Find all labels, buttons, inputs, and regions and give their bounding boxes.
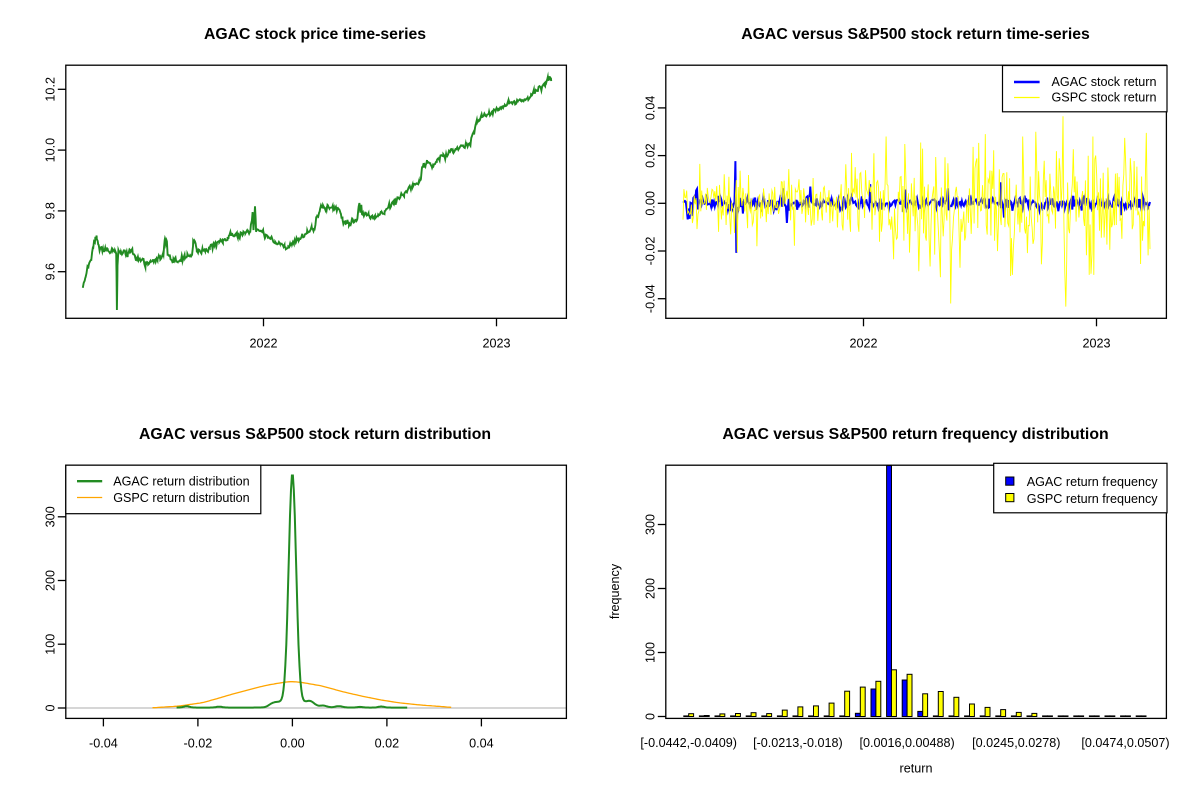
svg-text:[0.0016,0.00488): [0.0016,0.00488) — [859, 736, 954, 750]
svg-text:200: 200 — [643, 578, 657, 599]
svg-text:300: 300 — [43, 506, 57, 527]
svg-text:-0.02: -0.02 — [643, 237, 657, 266]
svg-text:0: 0 — [43, 704, 57, 711]
svg-text:AGAC stock price time-series: AGAC stock price time-series — [204, 26, 426, 43]
svg-text:frequency: frequency — [608, 563, 622, 619]
svg-text:[-0.0442,-0.0409): [-0.0442,-0.0409) — [640, 736, 737, 750]
svg-text:0: 0 — [643, 713, 657, 720]
svg-text:0.02: 0.02 — [375, 736, 400, 750]
svg-text:2023: 2023 — [482, 336, 510, 350]
svg-text:0.04: 0.04 — [469, 736, 494, 750]
svg-text:AGAC return distribution: AGAC return distribution — [113, 475, 250, 489]
svg-text:9.6: 9.6 — [43, 263, 57, 281]
svg-text:AGAC return frequency: AGAC return frequency — [1027, 475, 1159, 489]
svg-text:2023: 2023 — [1082, 336, 1110, 350]
svg-text:10.0: 10.0 — [43, 138, 57, 163]
svg-text:0.00: 0.00 — [643, 191, 657, 216]
svg-text:AGAC versus S&P500 stock retur: AGAC versus S&P500 stock return time-ser… — [741, 26, 1090, 43]
svg-text:GSPC return distribution: GSPC return distribution — [113, 491, 250, 505]
svg-text:300: 300 — [643, 514, 657, 535]
svg-text:100: 100 — [43, 634, 57, 655]
svg-text:[0.0245,0.0278): [0.0245,0.0278) — [972, 736, 1060, 750]
svg-text:GSPC stock return: GSPC stock return — [1052, 91, 1157, 105]
svg-text:GSPC return frequency: GSPC return frequency — [1027, 492, 1159, 506]
svg-text:2022: 2022 — [249, 336, 277, 350]
svg-text:200: 200 — [43, 570, 57, 591]
svg-text:-0.04: -0.04 — [643, 284, 657, 313]
svg-text:0.00: 0.00 — [280, 736, 305, 750]
svg-text:0.04: 0.04 — [643, 96, 657, 121]
svg-text:10.2: 10.2 — [43, 77, 57, 102]
svg-text:100: 100 — [643, 642, 657, 663]
svg-text:-0.04: -0.04 — [89, 736, 118, 750]
svg-text:AGAC stock return: AGAC stock return — [1052, 75, 1157, 89]
svg-text:0.02: 0.02 — [643, 143, 657, 168]
svg-text:[-0.0213,-0.018): [-0.0213,-0.018) — [753, 736, 843, 750]
svg-text:-0.02: -0.02 — [184, 736, 213, 750]
svg-text:return: return — [900, 762, 933, 776]
svg-text:9.8: 9.8 — [43, 202, 57, 220]
svg-text:2022: 2022 — [849, 336, 877, 350]
svg-text:AGAC versus S&P500 return freq: AGAC versus S&P500 return frequency dist… — [722, 426, 1108, 443]
svg-text:[0.0474,0.0507): [0.0474,0.0507) — [1081, 736, 1169, 750]
svg-text:AGAC versus S&P500 stock retur: AGAC versus S&P500 stock return distribu… — [139, 426, 491, 443]
